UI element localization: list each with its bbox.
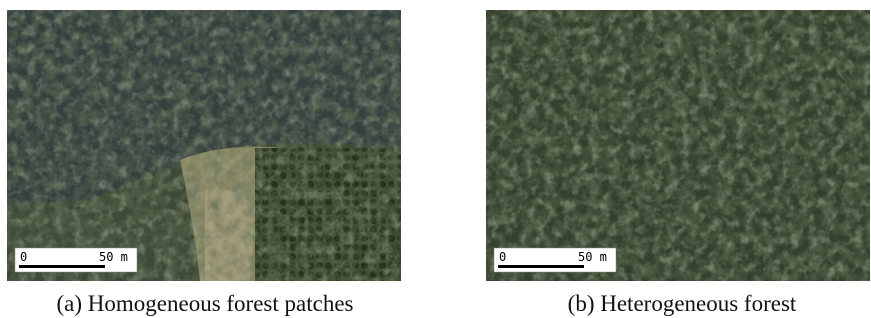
scale-end: 50 m (99, 250, 128, 264)
caption: (b) Heterogeneous forest (568, 291, 797, 316)
scale-bar-b: 0 50 m (494, 248, 616, 272)
scale-start: 0 (499, 250, 506, 264)
aerial-image-b (486, 10, 870, 281)
page: {"figures": [ {"caption": "(a) Homogeneo… (0, 0, 871, 318)
figure: 0 50 m (a) Homogeneous forest patches 0 … (0, 0, 871, 318)
aerial-image-a (7, 10, 401, 281)
caption: (a) Homogeneous forest patches (57, 291, 354, 316)
scale-end: 50 m (578, 250, 607, 264)
scale-start: 0 (20, 250, 27, 264)
scale-bar-a: 0 50 m (15, 248, 137, 272)
